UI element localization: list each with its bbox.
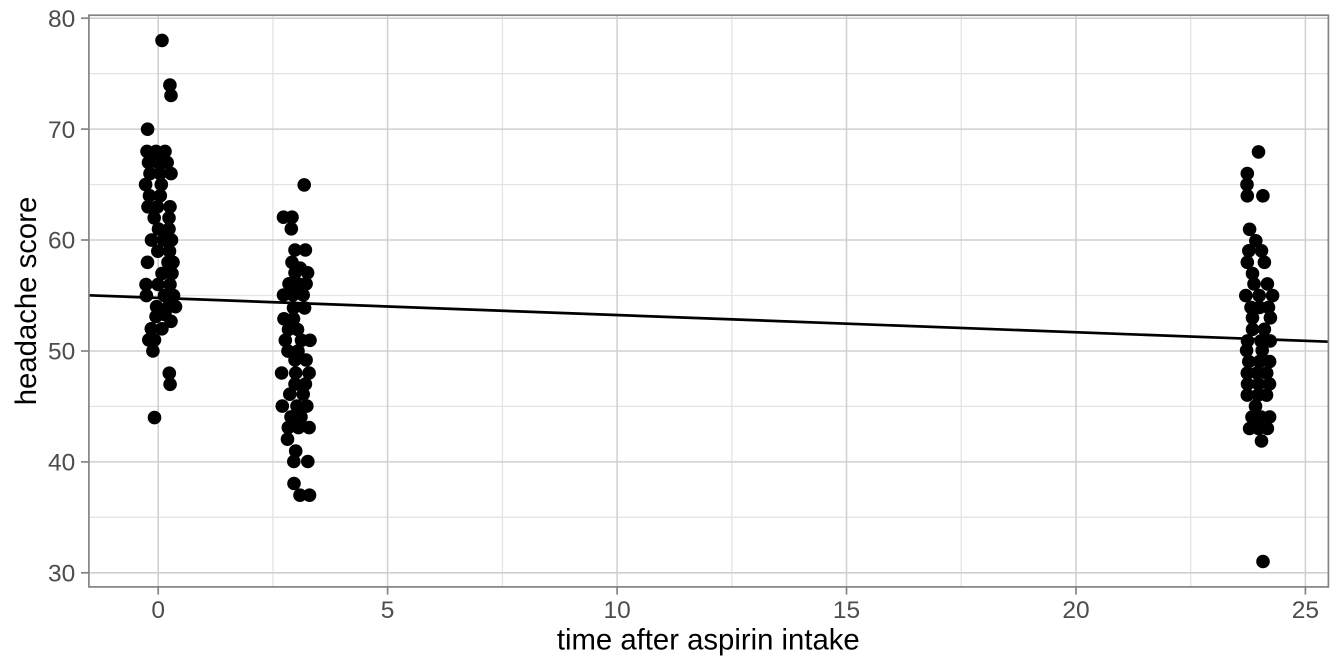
- svg-text:20: 20: [1062, 597, 1089, 624]
- svg-text:headache score: headache score: [10, 197, 43, 405]
- svg-text:time after aspirin intake: time after aspirin intake: [557, 624, 860, 657]
- svg-text:40: 40: [48, 450, 75, 477]
- svg-text:60: 60: [48, 228, 75, 255]
- svg-text:25: 25: [1292, 597, 1319, 624]
- svg-text:0: 0: [151, 597, 165, 624]
- svg-text:15: 15: [833, 597, 860, 624]
- svg-text:50: 50: [48, 339, 75, 366]
- svg-text:80: 80: [48, 6, 75, 33]
- svg-text:30: 30: [48, 561, 75, 588]
- svg-text:70: 70: [48, 117, 75, 144]
- svg-text:5: 5: [381, 597, 395, 624]
- svg-text:10: 10: [603, 597, 630, 624]
